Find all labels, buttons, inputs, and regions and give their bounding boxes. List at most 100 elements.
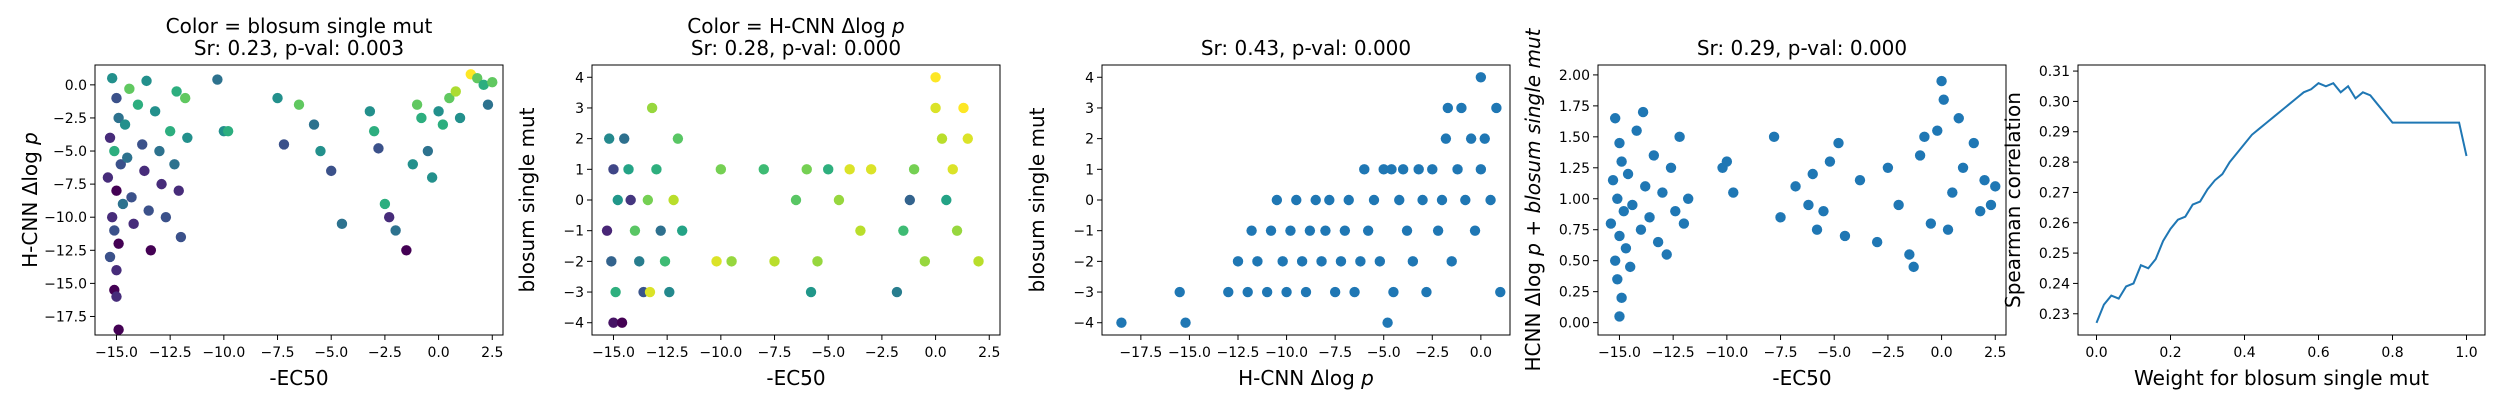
data-point bbox=[947, 164, 958, 175]
y-tick-label: 0.50 bbox=[1559, 254, 1590, 270]
y-tick-label: −2 bbox=[1073, 254, 1094, 270]
data-point bbox=[122, 152, 133, 163]
x-tick-label: −5.0 bbox=[811, 345, 845, 361]
chart-title-line: Sr: 0.28, p-val: 0.000 bbox=[691, 36, 901, 60]
y-tick-label: 0.31 bbox=[2039, 64, 2070, 80]
data-point bbox=[179, 92, 191, 104]
data-point bbox=[1378, 164, 1389, 175]
data-point bbox=[1625, 261, 1636, 273]
data-point bbox=[1479, 133, 1490, 144]
data-point bbox=[141, 75, 152, 87]
x-tick-label: 0.0 bbox=[1470, 345, 1492, 361]
data-point bbox=[823, 164, 834, 175]
data-point bbox=[1648, 150, 1660, 161]
x-tick-label: −10.0 bbox=[699, 345, 742, 361]
data-point bbox=[1807, 168, 1818, 180]
data-point bbox=[1728, 187, 1739, 198]
data-point bbox=[1936, 75, 1947, 87]
y-tick-label: −2.5 bbox=[53, 111, 87, 127]
data-point bbox=[1674, 131, 1685, 143]
data-point bbox=[1242, 286, 1253, 298]
data-point bbox=[1612, 193, 1623, 204]
data-point bbox=[104, 132, 116, 143]
y-tick-label: 0.25 bbox=[2039, 246, 2070, 262]
y-axis-label: blosum single mut bbox=[1025, 107, 1049, 292]
data-point bbox=[610, 286, 621, 298]
x-tick-label: 0.0 bbox=[924, 345, 946, 361]
data-point bbox=[668, 194, 679, 206]
y-tick-label: −2 bbox=[563, 254, 584, 270]
data-point bbox=[450, 86, 461, 97]
data-point bbox=[1382, 317, 1393, 328]
data-point bbox=[1893, 199, 1904, 211]
data-point bbox=[102, 172, 114, 183]
x-tick-label: −15.0 bbox=[95, 345, 138, 361]
y-axis-label: HCNN Δlog p + blosum single mut bbox=[1521, 27, 1545, 371]
data-point bbox=[1374, 256, 1386, 267]
y-tick-label: −4 bbox=[563, 316, 584, 332]
data-point bbox=[1635, 224, 1647, 235]
data-point bbox=[1394, 194, 1405, 206]
data-point bbox=[1607, 174, 1619, 186]
data-point bbox=[106, 212, 118, 223]
data-point bbox=[644, 286, 656, 298]
data-point bbox=[1281, 286, 1292, 298]
data-point bbox=[175, 231, 187, 243]
x-tick-label: −10.0 bbox=[1705, 345, 1748, 361]
data-point bbox=[1427, 164, 1438, 175]
data-point bbox=[958, 102, 969, 114]
y-tick-label: 0 bbox=[575, 193, 584, 209]
data-point bbox=[156, 178, 167, 190]
data-point bbox=[1947, 187, 1958, 198]
data-point bbox=[936, 133, 948, 144]
data-point bbox=[904, 194, 916, 206]
x-tick-label: 1.0 bbox=[2455, 345, 2477, 361]
data-point bbox=[368, 125, 380, 137]
y-tick-label: −3 bbox=[563, 285, 584, 301]
y-axis-label: blosum single mut bbox=[515, 107, 539, 292]
data-point bbox=[1446, 256, 1457, 267]
data-point bbox=[212, 74, 223, 85]
chart-2: −15.0 −12.5 −10.0 −7.5 −5.0 −2.5 0.0 2.5 −4 −3 −2 −… bbox=[515, 14, 1001, 390]
data-point bbox=[149, 106, 161, 117]
y-tick-label: 4 bbox=[575, 70, 584, 86]
x-tick-label: 2.5 bbox=[978, 345, 1000, 361]
data-point bbox=[1979, 174, 1990, 186]
data-point bbox=[1616, 156, 1627, 167]
data-point bbox=[629, 225, 641, 236]
data-point bbox=[426, 172, 438, 183]
y-axis-label: Spearman correlation bbox=[2001, 92, 2025, 308]
y-tick-label: 0.28 bbox=[2039, 155, 2070, 171]
data-point bbox=[326, 165, 337, 177]
data-point bbox=[1460, 194, 1471, 206]
x-tick-label: −15.0 bbox=[1168, 345, 1211, 361]
x-tick-label: −12.5 bbox=[1652, 345, 1695, 361]
y-tick-label: −1 bbox=[563, 224, 584, 240]
data-point bbox=[790, 194, 802, 206]
data-point bbox=[173, 185, 184, 196]
data-point bbox=[608, 317, 619, 328]
data-point bbox=[1682, 193, 1694, 204]
x-tick-label: −5.0 bbox=[314, 345, 348, 361]
data-point bbox=[164, 125, 176, 137]
data-point bbox=[137, 139, 148, 150]
chart-4: −15.0 −12.5 −10.0 −7.5 −5.0 −2.5 0.0 2.5 0.00 0.2… bbox=[1521, 27, 2007, 390]
y-tick-label: 0.30 bbox=[2039, 94, 2070, 110]
data-point bbox=[1116, 317, 1127, 328]
data-point bbox=[1386, 164, 1397, 175]
x-tick-label: −12.5 bbox=[149, 345, 192, 361]
data-point bbox=[160, 212, 172, 223]
data-point bbox=[1432, 225, 1444, 236]
data-point bbox=[1368, 194, 1380, 206]
data-point bbox=[812, 256, 823, 267]
data-point bbox=[1640, 181, 1651, 192]
data-point bbox=[143, 205, 154, 216]
data-point bbox=[1775, 212, 1786, 223]
data-point bbox=[1339, 225, 1351, 236]
data-point bbox=[1252, 256, 1263, 267]
data-point bbox=[623, 164, 634, 175]
y-tick-label: 2 bbox=[1085, 132, 1094, 148]
data-point bbox=[855, 225, 866, 236]
data-point bbox=[1721, 156, 1733, 167]
data-point bbox=[1397, 164, 1409, 175]
